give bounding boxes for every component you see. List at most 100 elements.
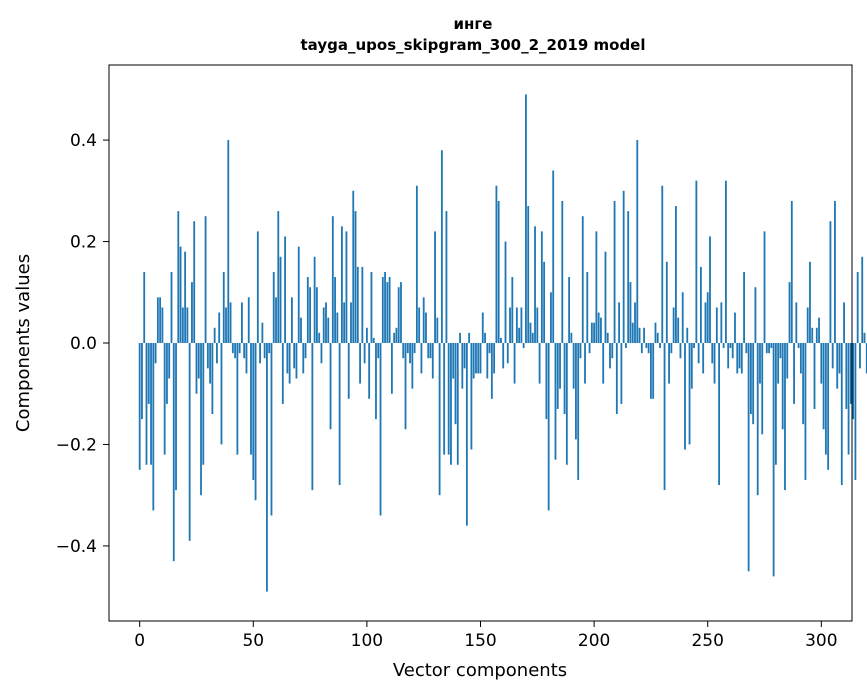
bar-component-210 (615, 343, 618, 415)
bar-component-58 (270, 343, 273, 516)
bar-component-115 (400, 282, 402, 343)
bar-component-42 (234, 343, 237, 359)
bar-component-137 (450, 343, 452, 465)
bar-component-92 (347, 343, 350, 399)
bar-component-227 (654, 322, 657, 343)
bar-component-87 (336, 312, 339, 343)
bar-component-93 (350, 302, 352, 343)
bar-component-2 (143, 271, 146, 343)
bar-component-258 (724, 180, 727, 343)
bar-component-201 (595, 231, 598, 343)
bar-component-162 (506, 343, 509, 364)
bar-component-317 (859, 343, 861, 369)
bar-component-96 (356, 266, 359, 343)
bar-component-89 (340, 226, 343, 343)
bar-component-30 (206, 343, 209, 369)
bar-component-97 (359, 343, 361, 384)
bar-component-239 (681, 292, 684, 343)
bar-component-76 (311, 343, 314, 491)
bar-component-197 (586, 271, 589, 343)
bar-component-131 (436, 317, 439, 343)
bar-component-252 (711, 343, 714, 364)
bar-component-205 (604, 251, 607, 343)
bar-component-15 (172, 343, 175, 562)
bar-component-147 (472, 343, 475, 379)
bar-component-114 (397, 287, 400, 343)
bar-component-310 (843, 302, 845, 343)
bar-component-18 (179, 246, 182, 343)
bar-component-144 (465, 343, 468, 526)
bar-component-61 (277, 211, 280, 343)
bar-component-65 (286, 343, 289, 374)
bar-component-120 (411, 343, 414, 389)
bar-component-145 (468, 332, 471, 343)
bar-component-154 (488, 343, 491, 354)
bar-component-313 (849, 343, 852, 404)
bar-component-296 (811, 327, 814, 343)
bar-component-156 (493, 343, 496, 374)
x-tick-label: 150 (464, 631, 496, 651)
bar-component-180 (547, 343, 550, 511)
bar-component-186 (561, 200, 564, 343)
bar-component-238 (679, 343, 682, 359)
bar-component-245 (695, 180, 698, 343)
bar-component-7 (154, 343, 157, 364)
bar-component-285 (786, 343, 789, 379)
bar-component-251 (709, 236, 711, 343)
bar-component-200 (593, 322, 596, 343)
bar-component-165 (513, 343, 516, 384)
bar-component-128 (429, 343, 432, 359)
bar-component-256 (720, 302, 723, 343)
bar-component-177 (540, 231, 543, 343)
bar-component-134 (443, 343, 446, 455)
bar-component-308 (838, 343, 841, 374)
bar-component-139 (454, 343, 457, 425)
bar-component-188 (565, 343, 568, 465)
bar-component-249 (704, 302, 707, 343)
chart-subtitle: tayga_upos_skipgram_300_2_2019 model (301, 36, 646, 54)
bar-component-280 (774, 343, 777, 465)
bar-component-101 (368, 343, 371, 399)
bar-component-12 (166, 343, 168, 404)
bar-component-222 (643, 327, 646, 343)
bar-component-283 (781, 343, 784, 430)
y-tick-label: 0.2 (70, 233, 97, 253)
bar-component-303 (827, 343, 830, 470)
bar-component-292 (802, 343, 805, 425)
bar-component-167 (518, 327, 521, 343)
x-tick-label: 300 (805, 631, 837, 651)
bar-component-94 (352, 190, 355, 343)
bar-component-126 (425, 312, 427, 343)
bar-component-36 (220, 343, 223, 445)
bar-component-127 (427, 343, 430, 359)
bar-component-74 (306, 277, 309, 343)
bar-component-106 (379, 343, 382, 516)
bar-component-271 (754, 287, 757, 343)
bar-component-217 (631, 322, 634, 343)
bar-component-14 (170, 271, 173, 343)
bar-component-9 (159, 297, 162, 343)
bar-component-311 (845, 343, 848, 409)
bar-component-49 (250, 343, 252, 455)
bar-component-241 (686, 327, 689, 343)
bar-component-268 (747, 343, 750, 572)
bar-component-231 (663, 343, 666, 491)
bar-component-161 (504, 241, 507, 343)
bar-component-60 (275, 297, 277, 343)
bar-component-62 (279, 256, 282, 343)
bar-component-100 (365, 327, 368, 343)
bar-component-274 (761, 343, 764, 435)
bar-component-176 (538, 343, 541, 384)
bar-component-298 (815, 327, 818, 343)
bar-component-247 (699, 266, 702, 343)
bar-component-135 (445, 211, 448, 343)
bar-component-187 (563, 343, 566, 415)
x-axis-label: Vector components (393, 660, 567, 681)
bar-component-189 (568, 277, 571, 343)
bar-component-41 (231, 343, 234, 354)
x-tick-label: 250 (691, 631, 723, 651)
bar-component-232 (665, 261, 668, 343)
bar-component-164 (511, 277, 514, 343)
bar-component-108 (384, 271, 386, 343)
